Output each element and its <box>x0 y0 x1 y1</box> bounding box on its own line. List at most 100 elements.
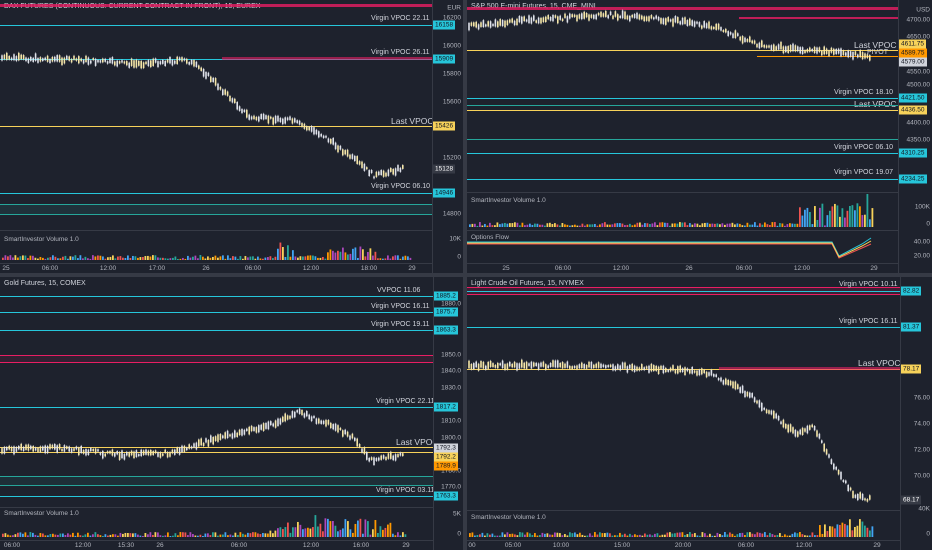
candle-body <box>274 420 277 428</box>
candle-body <box>866 54 869 58</box>
candle-body <box>342 149 344 156</box>
volume-bar <box>367 252 369 260</box>
candle-body <box>633 365 636 372</box>
price-tick: 70.00 <box>913 472 930 480</box>
candle-body <box>217 434 219 442</box>
candle-body <box>164 449 166 454</box>
candle-body <box>561 361 564 369</box>
chart-panel-es[interactable] <box>467 0 932 273</box>
volume-bar <box>82 258 84 260</box>
volume-bar <box>789 535 791 537</box>
supply-zone <box>0 4 432 7</box>
volume-bar <box>362 533 364 537</box>
volume-bar <box>494 535 496 537</box>
options-flow-pane[interactable] <box>467 230 898 264</box>
candle-body <box>854 494 857 498</box>
candle-body <box>135 59 138 68</box>
candle-body <box>581 362 583 369</box>
candle-body <box>265 422 267 429</box>
price-candles[interactable] <box>467 277 900 510</box>
candle-body <box>542 361 545 367</box>
volume-bar <box>771 222 774 227</box>
volume-bar <box>57 258 59 260</box>
volume-bar <box>794 223 796 227</box>
volume-bar <box>342 528 344 537</box>
volume-bar <box>764 532 766 537</box>
time-axis[interactable]: 00 05:00 10:00 15:00 20:00 06:00 12:00 2… <box>467 540 900 550</box>
volume-bar <box>162 535 164 537</box>
candle-body <box>241 109 243 114</box>
vpoc-label: Virgin VPOC 18.10 <box>834 89 894 96</box>
candle-body <box>667 17 669 22</box>
volume-bar <box>834 528 836 537</box>
last-vpoc-line <box>0 126 432 127</box>
volume-bar <box>404 255 407 260</box>
price-axis[interactable]: EUR 16200 16000 15800 15600 15200 14800 … <box>432 0 463 273</box>
volume-pane[interactable] <box>467 510 900 541</box>
volume-bar <box>109 256 112 260</box>
candle-body <box>162 59 164 64</box>
last-vpoc-label: Last VPOC <box>396 437 439 447</box>
candle-body <box>552 14 554 22</box>
time-tick: 12:00 <box>793 265 811 272</box>
candle-body <box>322 420 325 424</box>
volume-bar <box>382 529 384 537</box>
candle-body <box>169 56 171 64</box>
candle-body <box>138 454 140 457</box>
candle-body <box>621 10 624 19</box>
candle-body <box>799 429 801 435</box>
volume-bar <box>551 224 554 227</box>
candle-body <box>597 12 600 16</box>
volume-bar <box>172 535 174 537</box>
time-axis[interactable]: 25 06:00 12:00 26 06:00 12:00 29 <box>467 263 898 273</box>
volume-pane[interactable] <box>467 192 898 231</box>
candle-body <box>272 423 274 427</box>
volume-bar <box>207 256 209 260</box>
candle-body <box>92 58 94 61</box>
chart-panel-gold[interactable] <box>0 277 463 550</box>
time-tick: 15:30 <box>117 542 135 549</box>
candle-body <box>90 448 92 452</box>
candle-body <box>18 445 20 450</box>
price-candles[interactable] <box>0 277 433 507</box>
volume-pane[interactable] <box>0 507 433 541</box>
price-candles[interactable] <box>467 0 898 192</box>
volume-bar <box>217 257 219 260</box>
candle-body <box>274 115 277 124</box>
price-candles[interactable] <box>0 0 432 230</box>
candle-body <box>773 410 775 419</box>
volume-bar <box>252 256 254 260</box>
candle-body <box>318 418 320 424</box>
candle-body <box>78 447 80 456</box>
price-axis[interactable]: 1880.0 1850.0 1840.0 1830.0 1810.0 1800.… <box>433 277 463 550</box>
volume-bar <box>509 533 511 537</box>
volume-bar <box>367 521 369 537</box>
volume-bar <box>314 256 317 260</box>
volume-bar <box>611 224 614 227</box>
price-tag: 81.37 <box>901 322 922 332</box>
chart-panel-dax[interactable] <box>0 0 463 273</box>
time-axis[interactable]: 06:00 12:00 15:30 26 06:00 12:00 16:00 2… <box>0 540 433 550</box>
volume-pane[interactable] <box>0 230 432 264</box>
price-axis[interactable]: 76.00 74.00 72.00 70.00 82.82 81.37 78.1… <box>900 277 932 550</box>
time-axis[interactable]: 25 06:00 12:00 17:00 26 06:00 12:00 18:0… <box>0 263 432 273</box>
volume-bar <box>619 223 621 227</box>
volume-bar <box>626 535 629 537</box>
volume-bar <box>861 521 864 537</box>
candle-body <box>847 484 849 492</box>
volume-bar <box>684 535 686 537</box>
volume-bar <box>511 533 514 537</box>
volume-bar <box>724 532 726 537</box>
chart-panel-cl[interactable] <box>467 277 932 550</box>
candle-body <box>746 39 749 42</box>
volume-bar <box>389 522 392 537</box>
price-axis[interactable]: USD 4700.00 4650.00 4550.00 4500.00 4400… <box>898 0 932 273</box>
volume-bar <box>499 224 501 227</box>
volume-bar <box>209 535 212 537</box>
candle-body <box>109 450 111 454</box>
price-tag: 1885.2 <box>434 291 458 301</box>
candle-body <box>344 429 346 435</box>
volume-bar <box>744 225 746 227</box>
horizontal-divider[interactable] <box>0 273 932 277</box>
candle-body <box>669 367 672 372</box>
